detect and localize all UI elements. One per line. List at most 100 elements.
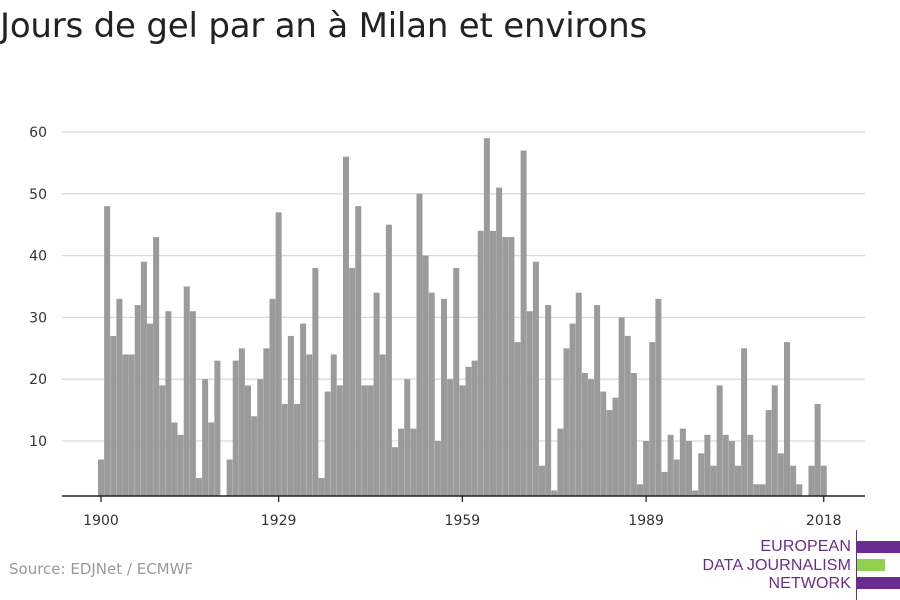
bar-1967: [508, 237, 515, 496]
bar-1938: [330, 354, 337, 496]
bar-1902: [110, 335, 117, 496]
bar-1940: [343, 156, 349, 496]
bar-1997: [692, 490, 699, 496]
bar-1925: [251, 416, 258, 496]
bar-1904: [122, 354, 129, 496]
logo-line-data-journalism: DATA JOURNALISM: [702, 557, 851, 574]
bar-1934: [306, 354, 313, 496]
bar-1977: [569, 323, 576, 496]
bar-1980: [588, 379, 594, 496]
bar-1998: [698, 453, 705, 496]
bar-1979: [581, 373, 588, 496]
bar-1923: [238, 348, 245, 496]
bar-1910: [159, 385, 166, 496]
bar-1972: [539, 465, 545, 496]
bar-1975: [557, 428, 564, 496]
bar-1993: [667, 434, 674, 496]
bar-1946: [379, 354, 386, 496]
bar-1939: [336, 385, 343, 496]
bar-1900: [98, 459, 104, 496]
bar-2003: [728, 441, 735, 496]
bar-2000: [710, 465, 717, 496]
x-tick-label: 1929: [261, 513, 297, 529]
frost-days-chart: 10 20 30 40 50 60 1900 1929 1959 1989 2018: [29, 125, 865, 529]
y-tick-label: 10: [29, 434, 47, 450]
bar-1945: [373, 292, 380, 496]
x-tick-label: 1989: [628, 513, 664, 529]
bar-1919: [214, 360, 221, 496]
bar-1932: [294, 403, 300, 496]
bar-2001: [716, 385, 723, 496]
bar-1973: [545, 305, 552, 496]
bar-1992: [661, 471, 668, 496]
bar-2006: [747, 434, 754, 496]
bar-1937: [324, 391, 331, 496]
bar-1915: [189, 311, 196, 496]
bar-2011: [777, 453, 784, 496]
bar-1963: [483, 138, 490, 496]
bar-1924: [245, 385, 251, 496]
bar-1943: [361, 385, 368, 496]
bar-1905: [128, 354, 135, 496]
bar-1995: [679, 428, 686, 496]
bar-1922: [232, 360, 239, 496]
y-tick-label: 40: [29, 249, 47, 265]
bar-1959: [459, 385, 466, 496]
bar-1911: [165, 311, 172, 496]
bar-1927: [263, 348, 270, 496]
bar-1987: [630, 373, 637, 496]
logo-bar-top: [857, 541, 900, 553]
bar-1912: [171, 422, 178, 496]
x-tick-label: 1900: [83, 513, 119, 529]
chart-title: Jours de gel par an à Milan et environs: [0, 6, 647, 46]
bar-2009: [765, 410, 772, 496]
bar-1941: [349, 267, 356, 496]
bar-1949: [398, 428, 405, 496]
bar-1958: [453, 267, 460, 496]
bar-1944: [367, 385, 374, 496]
bar-1903: [116, 298, 123, 496]
bar-1914: [183, 286, 190, 496]
bar-1996: [686, 441, 692, 496]
bar-1901: [104, 206, 111, 496]
logo-line-european: EUROPEAN: [760, 538, 851, 555]
bar-1970: [526, 311, 533, 496]
bar-1984: [612, 397, 619, 496]
bar-1913: [177, 434, 184, 496]
bar-2004: [735, 465, 741, 496]
bar-1918: [208, 422, 215, 496]
bar-1928: [269, 298, 276, 496]
bar-2008: [759, 484, 766, 496]
logo-bar-bottom: [857, 577, 900, 589]
bar-1909: [153, 237, 160, 496]
bar-1964: [490, 230, 496, 496]
bar-1935: [312, 267, 319, 496]
bar-1989: [643, 441, 650, 496]
bar-2002: [722, 434, 729, 496]
x-tick-label: 1959: [445, 513, 481, 529]
bar-1930: [281, 403, 288, 496]
bar-1988: [637, 484, 643, 496]
bar-2010: [771, 385, 778, 496]
bar-1947: [385, 224, 392, 496]
bar-1933: [300, 323, 307, 496]
bar-1956: [441, 298, 447, 496]
bar-2014: [796, 484, 803, 496]
bar-2007: [753, 484, 760, 496]
bar-1951: [410, 428, 417, 496]
bar-1968: [514, 342, 521, 496]
bar-1960: [465, 366, 472, 496]
bar-1908: [147, 323, 153, 496]
bar-2018: [820, 465, 827, 496]
logo-divider: [856, 530, 857, 600]
x-tick-label: 2018: [806, 513, 842, 529]
bar-1929: [275, 212, 282, 496]
bar-1957: [447, 379, 454, 496]
bar-1999: [704, 434, 711, 496]
y-tick-label: 50: [29, 187, 47, 203]
bar-1990: [649, 342, 656, 496]
bar-1965: [496, 187, 503, 496]
bar-1921: [226, 459, 233, 496]
y-tick-label: 20: [29, 372, 47, 388]
bar-2005: [741, 348, 748, 496]
